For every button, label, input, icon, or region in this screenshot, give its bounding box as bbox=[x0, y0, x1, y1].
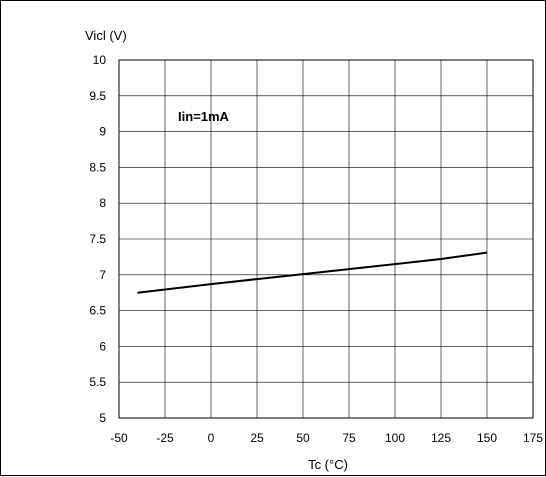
x-tick-label: 100 bbox=[385, 431, 405, 445]
y-tick-label: 9.5 bbox=[89, 89, 106, 103]
y-tick-label: 6 bbox=[99, 339, 106, 353]
x-tick-label: 50 bbox=[296, 431, 310, 445]
x-tick-label: -50 bbox=[110, 431, 128, 445]
x-tick-label: -25 bbox=[156, 431, 174, 445]
y-tick-label: 9 bbox=[99, 125, 106, 139]
series-line bbox=[137, 251, 488, 294]
x-tick-label: 25 bbox=[250, 431, 264, 445]
plot-area-border bbox=[118, 59, 534, 419]
x-tick-label: 125 bbox=[431, 431, 451, 445]
x-tick-label: 0 bbox=[208, 431, 215, 445]
x-tick-labels: -50 -25 0 25 50 75 100 125 150 175 bbox=[110, 431, 543, 445]
y-tick-label: 7.5 bbox=[89, 232, 106, 246]
y-tick-label: 8.5 bbox=[89, 160, 106, 174]
condition-annotation: Iin=1mA bbox=[178, 109, 230, 124]
y-tick-label: 5.5 bbox=[89, 375, 106, 389]
y-axis-label: Vicl (V) bbox=[85, 28, 127, 43]
y-tick-label: 8 bbox=[99, 196, 106, 210]
y-tick-label: 10 bbox=[93, 53, 107, 67]
y-tick-label: 5 bbox=[99, 411, 106, 425]
y-tick-label: 7 bbox=[99, 268, 106, 282]
x-tick-label: 150 bbox=[477, 431, 497, 445]
y-tick-label: 6.5 bbox=[89, 304, 106, 318]
x-tick-label: 75 bbox=[342, 431, 356, 445]
x-axis-label: Tc (°C) bbox=[308, 457, 348, 472]
x-tick-label: 175 bbox=[523, 431, 543, 445]
y-tick-labels: 5 5.5 6 6.5 7 7.5 8 8.5 9 9.5 10 bbox=[89, 53, 106, 425]
